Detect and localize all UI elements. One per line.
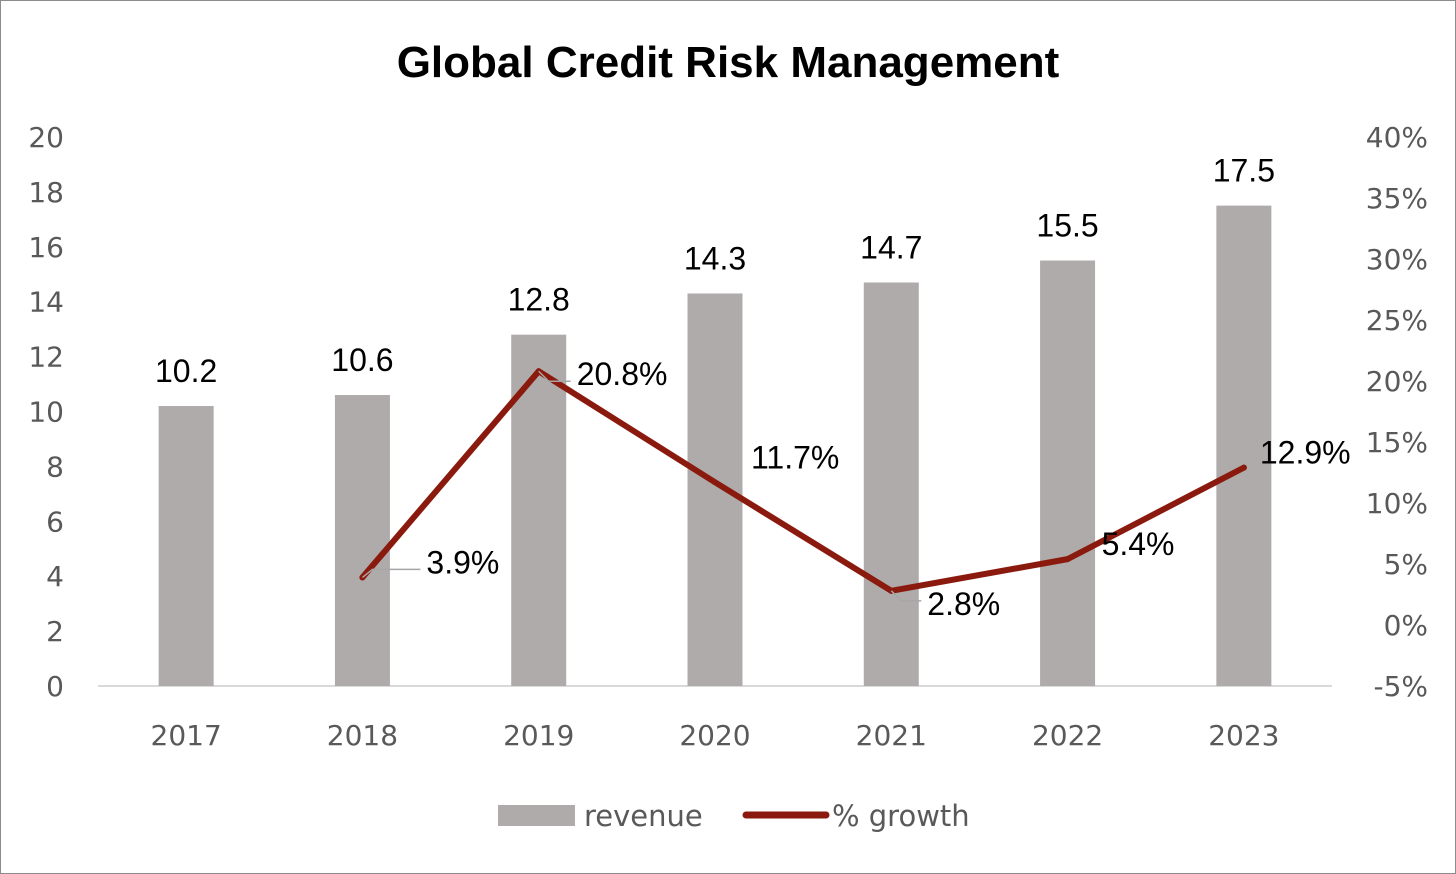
right-axis-tick: -5% bbox=[1373, 670, 1428, 703]
legend: revenue % growth bbox=[498, 799, 970, 833]
revenue-bars bbox=[158, 205, 1272, 686]
left-axis-tick: 2 bbox=[46, 615, 64, 648]
x-axis-tick: 2017 bbox=[151, 719, 222, 752]
right-axis-tick: 30% bbox=[1366, 243, 1428, 276]
revenue-bar bbox=[511, 334, 567, 686]
x-axis-tick: 2020 bbox=[679, 719, 750, 752]
left-axis-tick: 4 bbox=[46, 560, 64, 593]
revenue-bar bbox=[1216, 205, 1272, 686]
revenue-bar bbox=[158, 406, 214, 686]
growth-data-label: 12.9% bbox=[1260, 435, 1351, 471]
right-axis-tick: 15% bbox=[1366, 426, 1428, 459]
left-axis-tick: 16 bbox=[28, 231, 64, 264]
left-axis-tick: 14 bbox=[28, 286, 64, 319]
right-axis-tick: 25% bbox=[1366, 304, 1428, 337]
right-axis-tick: 0% bbox=[1384, 609, 1428, 642]
x-axis: 2017 2018 2019 2020 2021 2022 2023 bbox=[151, 719, 1280, 752]
growth-data-label: 5.4% bbox=[1102, 526, 1175, 562]
legend-label-growth: % growth bbox=[832, 799, 970, 833]
right-axis-tick: 5% bbox=[1384, 548, 1428, 581]
x-axis-tick: 2022 bbox=[1032, 719, 1103, 752]
right-axis-tick: 40% bbox=[1366, 121, 1428, 154]
growth-leader-line bbox=[538, 370, 571, 382]
growth-data-labels: 3.9% 20.8% 11.7% 2.8% 5.4% 12.9% bbox=[361, 356, 1351, 622]
left-axis-tick: 10 bbox=[28, 396, 64, 429]
right-axis-tick: 20% bbox=[1366, 365, 1428, 398]
growth-data-label: 2.8% bbox=[927, 586, 1000, 622]
growth-leader-line bbox=[361, 568, 421, 579]
revenue-data-label: 10.6 bbox=[331, 342, 393, 378]
legend-label-revenue: revenue bbox=[584, 799, 703, 833]
revenue-data-labels: 10.2 10.6 12.8 14.3 14.7 15.5 17.5 bbox=[155, 153, 1275, 389]
left-axis-tick: 8 bbox=[46, 450, 64, 483]
growth-data-label: 20.8% bbox=[577, 356, 668, 392]
revenue-data-label: 14.3 bbox=[684, 240, 746, 276]
x-axis-tick: 2021 bbox=[856, 719, 927, 752]
revenue-data-label: 10.2 bbox=[155, 353, 217, 389]
growth-point bbox=[712, 479, 718, 486]
chart-title: Global Credit Risk Management bbox=[397, 38, 1060, 87]
left-axis-tick: 18 bbox=[28, 176, 64, 209]
growth-point bbox=[1064, 556, 1071, 563]
revenue-data-label: 12.8 bbox=[508, 282, 570, 318]
right-axis: -5% 0% 5% 10% 15% 20% 25% 30% 35% 40% bbox=[1366, 121, 1428, 703]
revenue-data-label: 14.7 bbox=[860, 229, 922, 265]
growth-leader-line bbox=[890, 590, 922, 602]
revenue-data-label: 15.5 bbox=[1036, 208, 1098, 244]
left-axis-tick: 6 bbox=[46, 505, 64, 538]
revenue-data-label: 17.5 bbox=[1213, 153, 1275, 189]
right-axis-tick: 10% bbox=[1366, 487, 1428, 520]
right-axis-tick: 35% bbox=[1366, 182, 1428, 215]
x-axis-tick: 2019 bbox=[503, 719, 574, 752]
revenue-bar bbox=[687, 293, 743, 686]
growth-line bbox=[359, 368, 1247, 594]
revenue-bar bbox=[1040, 260, 1096, 686]
revenue-bar bbox=[863, 282, 919, 686]
left-axis-tick: 12 bbox=[28, 341, 64, 374]
left-axis-tick: 0 bbox=[46, 670, 64, 703]
left-axis: 0 2 4 6 8 10 12 14 16 18 20 bbox=[28, 121, 64, 703]
growth-point bbox=[1240, 464, 1247, 471]
x-axis-tick: 2023 bbox=[1208, 719, 1279, 752]
left-axis-tick: 20 bbox=[28, 121, 64, 154]
legend-swatch-revenue bbox=[498, 805, 575, 826]
x-axis-tick: 2018 bbox=[327, 719, 398, 752]
growth-data-label: 11.7% bbox=[751, 439, 839, 475]
growth-data-label: 3.9% bbox=[426, 544, 499, 580]
revenue-bar bbox=[334, 395, 390, 686]
